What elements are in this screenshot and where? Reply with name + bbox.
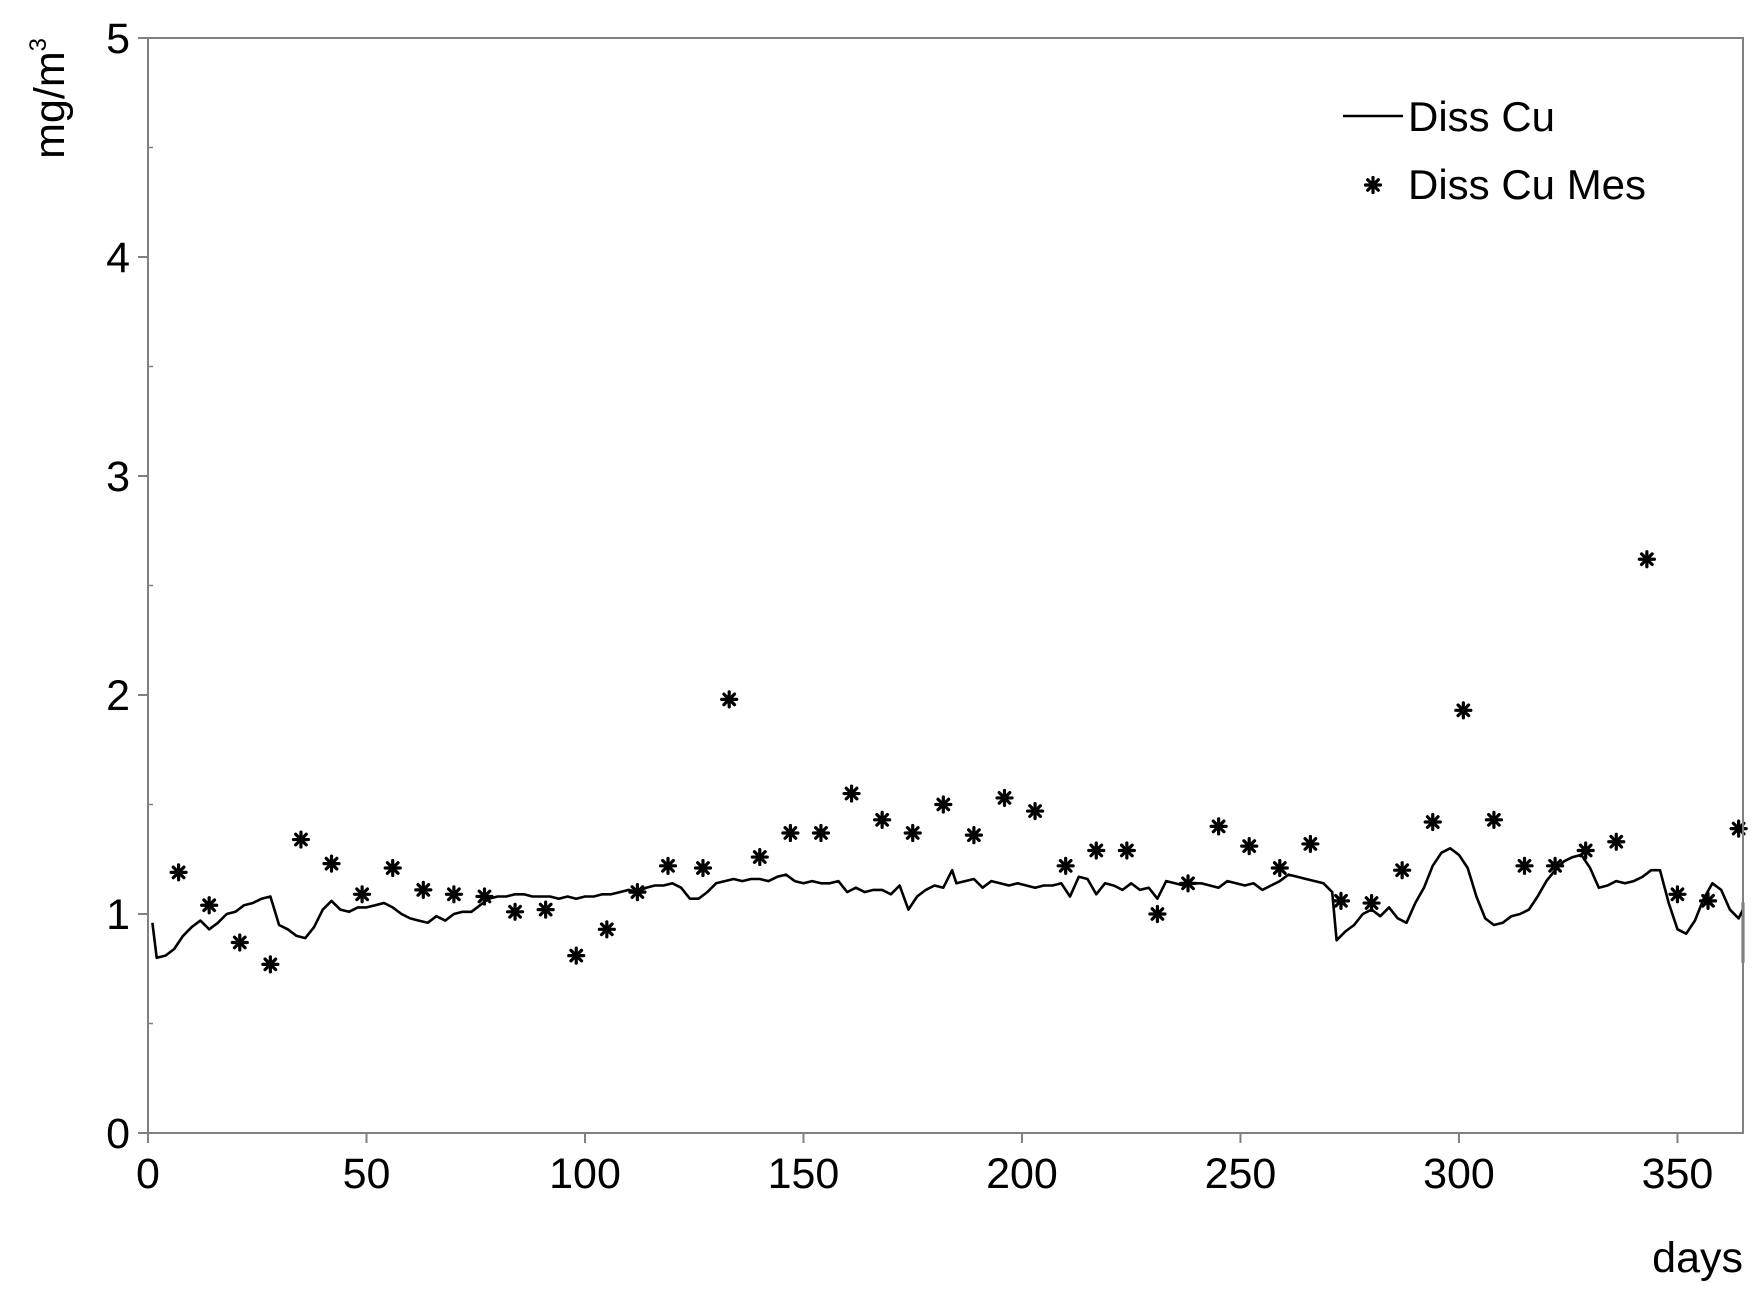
marker-point: [628, 882, 647, 902]
y-tick-label: 4: [106, 234, 130, 282]
marker-point: [567, 946, 586, 965]
marker-point: [1148, 904, 1167, 924]
y-axis-ticks: 0 1 2 3 4 5: [106, 15, 148, 1158]
x-tick-label: 0: [136, 1150, 160, 1198]
x-tick-label: 350: [1642, 1150, 1714, 1198]
marker-point: [322, 854, 341, 873]
marker-point: [353, 885, 372, 904]
marker-point: [720, 690, 739, 709]
marker-point: [1056, 856, 1075, 875]
marker-point: [1668, 885, 1687, 904]
marker-point: [1454, 701, 1473, 720]
marker-point: [383, 858, 402, 878]
legend-asterisk-marker: [1363, 175, 1383, 195]
marker-point: [995, 788, 1014, 808]
marker-point: [658, 856, 678, 875]
marker-point: [1515, 856, 1534, 875]
x-axis-ticks: 0 50 100 150 200 250 300 350: [136, 1133, 1713, 1198]
marker-point: [750, 847, 769, 867]
marker-point: [1240, 837, 1259, 856]
marker-point: [230, 933, 249, 952]
marker-point: [1484, 810, 1504, 829]
marker-point: [200, 896, 219, 915]
x-tick-label: 100: [549, 1150, 621, 1198]
legend-label-diss-cu-mes: Diss Cu Mes: [1408, 161, 1646, 208]
marker-point: [1117, 841, 1136, 860]
marker-point: [811, 823, 831, 843]
marker-point: [1576, 841, 1595, 860]
series-line-diss-cu: [151, 847, 1745, 964]
x-tick-label: 50: [343, 1150, 391, 1198]
marker-point: [1331, 891, 1351, 910]
y-tick-label: 5: [106, 15, 130, 63]
marker-point: [597, 920, 616, 939]
legend-label-diss-cu: Diss Cu: [1408, 93, 1555, 140]
minor-tick-marks: [149, 146, 153, 1025]
y-tick-label: 1: [106, 891, 130, 939]
marker-point: [1209, 817, 1228, 836]
y-tick-label: 3: [106, 453, 130, 501]
marker-point: [842, 784, 861, 803]
marker-point: [1423, 812, 1442, 832]
legend: Diss Cu Diss Cu Mes: [1343, 93, 1646, 208]
marker-point: [903, 823, 922, 843]
y-axis-title-superscript: 3: [25, 38, 52, 51]
x-tick-label: 250: [1205, 1150, 1277, 1198]
marker-point: [1637, 550, 1656, 569]
marker-point: [414, 880, 433, 900]
series-line-group: [151, 847, 1745, 964]
marker-point: [1301, 834, 1320, 854]
y-axis-title-unit: mg/m: [26, 51, 74, 159]
marker-point: [873, 810, 892, 829]
marker-point: [1025, 801, 1045, 821]
series-marker-group: [169, 550, 1748, 974]
marker-point: [1393, 861, 1412, 880]
marker-point: [261, 955, 280, 974]
y-axis-title: mg/m3: [25, 38, 74, 159]
marker-point: [964, 826, 984, 845]
marker-point: [693, 858, 713, 878]
marker-point: [1178, 874, 1198, 893]
marker-point: [1270, 858, 1289, 878]
marker-point: [444, 885, 463, 904]
x-tick-label: 150: [768, 1150, 840, 1198]
y-tick-label: 2: [106, 672, 130, 720]
marker-point: [1362, 893, 1381, 913]
marker-point: [781, 823, 800, 843]
x-axis-title: days: [1652, 1234, 1743, 1282]
marker-point: [1607, 832, 1626, 851]
marker-point: [291, 830, 311, 849]
marker-point: [169, 863, 188, 882]
y-tick-label: 0: [106, 1110, 130, 1158]
marker-point: [1698, 891, 1718, 910]
marker-point: [536, 900, 555, 919]
plot-frame: [147, 37, 1744, 1134]
marker-point: [1087, 841, 1106, 860]
marker-point: [1545, 856, 1565, 875]
marker-point: [934, 795, 953, 814]
x-tick-label: 300: [1423, 1150, 1495, 1198]
marker-point: [475, 887, 494, 906]
x-tick-label: 200: [986, 1150, 1058, 1198]
legend-swatch-asterisk-icon: [1363, 175, 1383, 195]
marker-point: [505, 902, 525, 921]
